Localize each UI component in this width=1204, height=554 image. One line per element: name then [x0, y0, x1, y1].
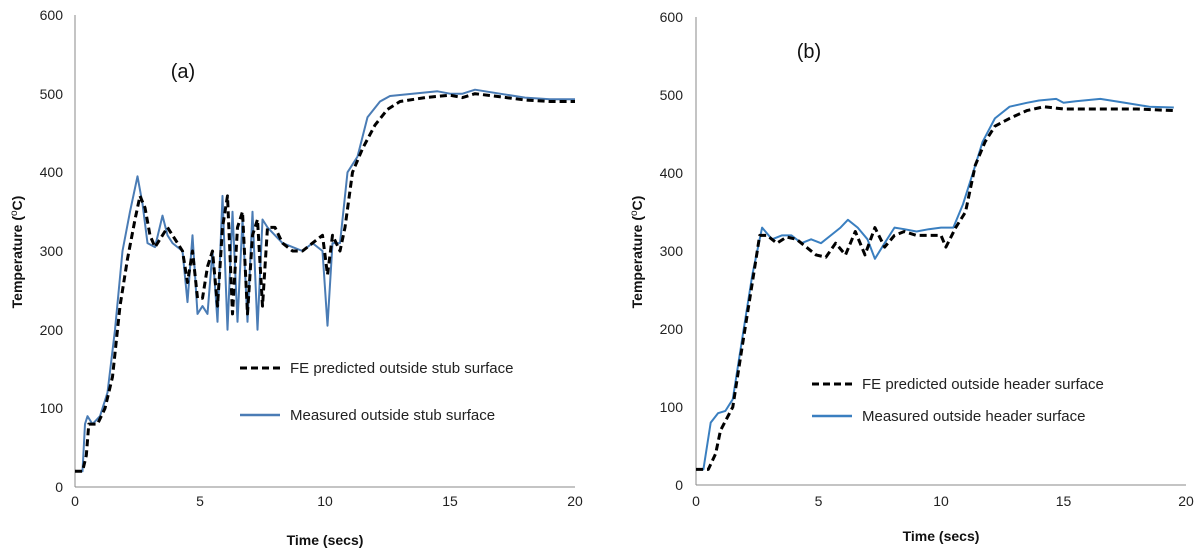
- x-tick-label: 10: [317, 493, 333, 509]
- y-tick-label: 400: [660, 165, 684, 181]
- y-axis-title-sup: o: [9, 210, 20, 216]
- y-tick-label: 600: [660, 9, 684, 25]
- legend: FE predicted outside stub surface Measur…: [240, 360, 513, 424]
- y-axis-title: Temperature (oC): [9, 196, 25, 309]
- y-axis-title-main: Temperature (: [9, 216, 25, 309]
- y-tick-label: 500: [660, 87, 684, 103]
- legend-label: Measured outside stub surface: [290, 407, 495, 424]
- x-ticks: 0 5 10 15 20: [71, 493, 583, 509]
- panel-label: (b): [797, 41, 821, 63]
- y-tick-label: 300: [40, 243, 64, 259]
- legend-label: FE predicted outside header surface: [862, 376, 1104, 393]
- x-axis-title: Time (secs): [903, 528, 980, 544]
- y-tick-label: 400: [40, 164, 64, 180]
- y-tick-label: 300: [660, 243, 684, 259]
- series-group: [75, 88, 575, 473]
- legend-label: FE predicted outside stub surface: [290, 360, 513, 377]
- panel-b: 0 100 200 300 400 500 600 0 5 10 15 20 T…: [629, 9, 1194, 544]
- y-axis-title-end: C): [629, 196, 645, 211]
- y-tick-label: 600: [40, 7, 64, 23]
- y-axis-title-end: C): [9, 196, 25, 211]
- y-tick-label: 500: [40, 86, 64, 102]
- panel-a: 0 100 200 300 400 500 600 0 5 10 15 20 T…: [9, 7, 583, 548]
- x-tick-label: 10: [933, 493, 949, 509]
- y-tick-label: 200: [660, 321, 684, 337]
- x-tick-label: 15: [442, 493, 458, 509]
- legend: FE predicted outside header surface Meas…: [812, 376, 1104, 425]
- y-ticks: 0 100 200 300 400 500 600: [40, 7, 64, 495]
- y-axis-title-main: Temperature (: [629, 216, 645, 309]
- x-tick-label: 5: [196, 493, 204, 509]
- y-tick-label: 100: [40, 400, 64, 416]
- legend-label: Measured outside header surface: [862, 408, 1085, 425]
- x-tick-label: 0: [71, 493, 79, 509]
- y-tick-label: 200: [40, 322, 64, 338]
- x-tick-label: 0: [692, 493, 700, 509]
- y-tick-label: 0: [675, 477, 683, 493]
- x-tick-label: 20: [567, 493, 583, 509]
- y-axis-title-sup: o: [629, 210, 640, 216]
- panel-label: (a): [171, 61, 195, 83]
- y-tick-label: 100: [660, 399, 684, 415]
- series-group: [696, 97, 1174, 471]
- y-axis-title: Temperature (oC): [629, 196, 645, 309]
- x-tick-label: 5: [815, 493, 823, 509]
- series-line-measured: [75, 88, 575, 473]
- x-axis-title: Time (secs): [287, 532, 364, 548]
- x-ticks: 0 5 10 15 20: [692, 493, 1194, 509]
- y-tick-label: 0: [55, 479, 63, 495]
- series-line-fe-predicted: [75, 92, 575, 473]
- x-tick-label: 20: [1178, 493, 1194, 509]
- y-ticks: 0 100 200 300 400 500 600: [660, 9, 684, 493]
- x-tick-label: 15: [1056, 493, 1072, 509]
- series-line-fe-predicted: [696, 105, 1174, 471]
